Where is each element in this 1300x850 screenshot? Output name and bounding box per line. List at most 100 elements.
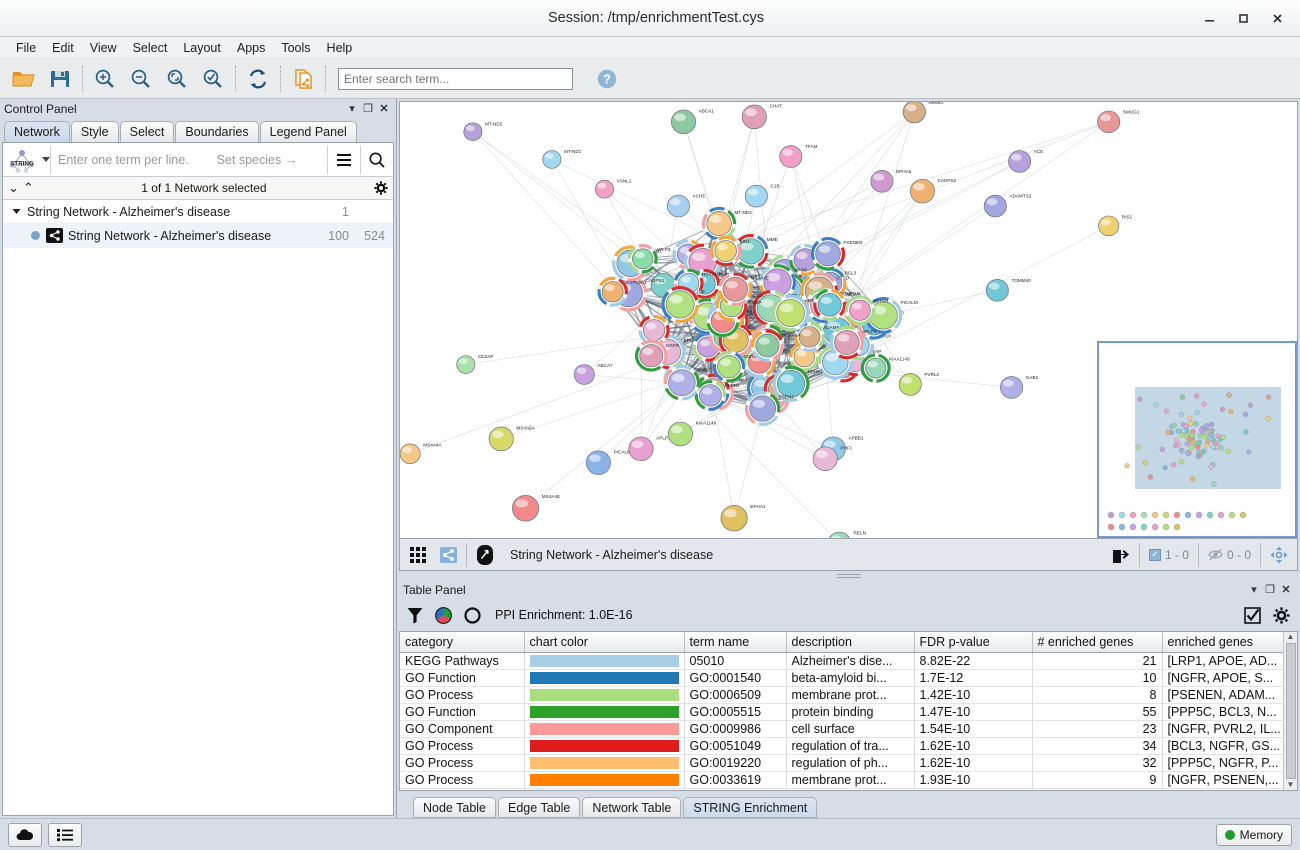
minimize-icon[interactable] — [1192, 3, 1226, 33]
export-view-icon[interactable] — [1106, 542, 1136, 568]
network-node[interactable]: PICALM — [585, 449, 631, 475]
network-node[interactable]: CR1 — [663, 364, 708, 401]
scroll-down-icon[interactable]: ▼ — [1286, 780, 1295, 789]
network-node[interactable]: APLP1 — [829, 325, 877, 360]
tab-legend-panel[interactable]: Legend Panel — [259, 121, 357, 142]
select-all-icon[interactable] — [1244, 606, 1261, 624]
donut-chart-icon[interactable] — [464, 606, 481, 624]
network-node[interactable]: TOMM40 — [985, 278, 1031, 302]
network-node[interactable]: PSEN2 — [744, 391, 794, 427]
network-node[interactable]: KIAA1149 — [667, 421, 717, 447]
network-node[interactable]: IDE — [661, 286, 705, 323]
tab-node-table[interactable]: Node Table — [413, 797, 497, 818]
grid-layout-icon[interactable] — [403, 542, 433, 568]
task-list-icon[interactable] — [48, 822, 82, 847]
network-canvas[interactable]: MT-ND2 MT-ND1 VSNL1 CD2AP MS4A4A MS4A6A MS4A4E… — [399, 101, 1298, 539]
network-node[interactable]: NGFR — [634, 339, 680, 372]
network-node[interactable]: MT-ND2 — [701, 206, 752, 241]
network-node[interactable]: VSNL1 — [595, 179, 632, 199]
menu-apps[interactable]: Apps — [236, 40, 266, 55]
col-category[interactable]: category — [400, 632, 525, 653]
tab-edge-table[interactable]: Edge Table — [498, 797, 581, 818]
open-folder-icon[interactable] — [6, 62, 42, 96]
cloud-icon[interactable] — [8, 822, 42, 847]
menu-view[interactable]: View — [89, 40, 117, 55]
network-share-view-icon[interactable] — [433, 542, 463, 568]
table-row[interactable]: GO Process GO:0006509 membrane prot... 1.42… — [400, 686, 1283, 704]
network-node[interactable]: ABCA1 — [670, 108, 714, 135]
birds-eye-view[interactable] — [1097, 341, 1297, 538]
network-node[interactable]: EPHA1 — [844, 295, 889, 326]
tab-string-enrichment[interactable]: STRING Enrichment — [683, 797, 818, 818]
export-network-icon[interactable] — [285, 62, 321, 96]
settings-gear-icon[interactable] — [1273, 606, 1290, 624]
network-node[interactable]: CADPS2 — [909, 178, 957, 204]
search-input-field[interactable] — [344, 71, 567, 86]
zoom-fit-icon[interactable] — [159, 62, 195, 96]
table-row[interactable]: GO Process GO:0051049 regulation of tra...… — [400, 737, 1283, 755]
table-row[interactable]: GO Component GO:0009986 cell surface 1.54E-… — [400, 720, 1283, 738]
network-node[interactable]: APLP2 — [627, 243, 671, 274]
network-node[interactable]: EPHA1 — [720, 504, 766, 532]
close-panel-icon[interactable]: ✕ — [1281, 584, 1291, 596]
filter-icon[interactable] — [407, 607, 423, 624]
search-input[interactable] — [338, 67, 573, 90]
set-species-link[interactable]: Set species → — [216, 152, 298, 167]
network-node[interactable]: ADAM9 — [794, 321, 840, 352]
panel-splitter[interactable] — [397, 571, 1300, 580]
float-panel-icon[interactable]: ❐ — [363, 103, 373, 115]
tab-network-table[interactable]: Network Table — [582, 797, 682, 818]
menu-file[interactable]: File — [16, 40, 37, 55]
network-node[interactable]: MT-ND1 — [542, 149, 582, 169]
table-row[interactable]: GO Process GO:0019220 regulation of ph... 1… — [400, 754, 1283, 772]
col-fdr-pvalue[interactable]: FDR p-value — [914, 632, 1033, 653]
float-panel-icon[interactable]: ❐ — [1265, 584, 1275, 596]
menu-layout[interactable]: Layout — [183, 40, 221, 55]
network-node[interactable]: MS4A6A — [488, 426, 536, 452]
close-icon[interactable] — [1260, 3, 1294, 33]
table-row[interactable]: GO Function GO:0001540 beta-amyloid bi... 1… — [400, 669, 1283, 687]
network-node[interactable]: PHF1 — [812, 445, 853, 471]
network-node[interactable]: MS4A6A — [750, 329, 801, 362]
save-icon[interactable] — [42, 62, 78, 96]
tree-row-network[interactable]: String Network - Alzheimer's disease 100… — [3, 224, 393, 248]
network-node[interactable]: PSENEN — [810, 236, 863, 271]
zoom-out-icon[interactable] — [123, 62, 159, 96]
string-logo-icon[interactable]: STRING — [3, 144, 41, 176]
network-node[interactable]: EPHA5 — [870, 169, 912, 193]
network-node[interactable]: RIS1 — [1098, 214, 1133, 237]
network-node[interactable]: GAB2 — [1000, 375, 1039, 399]
chevron-down-icon[interactable]: ▾ — [349, 103, 355, 115]
network-node[interactable]: DLG4 — [902, 102, 941, 124]
zoom-selected-icon[interactable] — [195, 62, 231, 96]
network-node[interactable]: PVRL2 — [898, 372, 940, 396]
network-node[interactable]: KIAA1149 — [860, 353, 910, 383]
network-node[interactable]: SMUG1 — [1097, 109, 1140, 134]
network-node[interactable]: ACE — [1008, 149, 1043, 173]
scroll-up-icon[interactable]: ▲ — [1286, 632, 1295, 641]
network-node[interactable]: TFAM — [779, 144, 818, 168]
scrollbar-thumb[interactable] — [1285, 643, 1296, 779]
network-node[interactable]: MS4A4E — [718, 272, 769, 307]
col-enriched-count[interactable]: # enriched genes — [1032, 632, 1163, 653]
maximize-icon[interactable] — [1226, 3, 1260, 33]
network-node[interactable]: MT-ND1 — [771, 294, 825, 332]
network-node[interactable]: CHAT — [741, 103, 782, 130]
network-node[interactable]: BIN1 — [709, 235, 750, 267]
chevron-down-icon[interactable]: ▾ — [1251, 584, 1257, 596]
network-node[interactable]: CD2AP — [456, 354, 494, 374]
help-icon[interactable]: ? — [589, 62, 625, 96]
network-node[interactable]: PSEN1 — [694, 379, 740, 411]
table-row[interactable]: KEGG Pathways 05010 Alzheimer's dise... 8.8… — [400, 652, 1283, 670]
network-node[interactable]: APLP1 — [628, 435, 671, 462]
network-node[interactable]: SORL1 — [712, 350, 759, 383]
network-node[interactable]: ABCA7 — [813, 288, 860, 321]
network-node[interactable]: MT-ND2 — [463, 121, 503, 141]
memory-status-button[interactable]: Memory — [1215, 823, 1292, 846]
zoom-in-icon[interactable] — [87, 62, 123, 96]
col-chart-color[interactable]: chart color — [524, 632, 685, 653]
tree-row-root[interactable]: String Network - Alzheimer's disease 1 — [3, 200, 393, 224]
col-description[interactable]: description — [786, 632, 915, 653]
settings-gear-icon[interactable] — [374, 181, 388, 195]
network-node[interactable]: MS4A4A — [400, 442, 443, 465]
